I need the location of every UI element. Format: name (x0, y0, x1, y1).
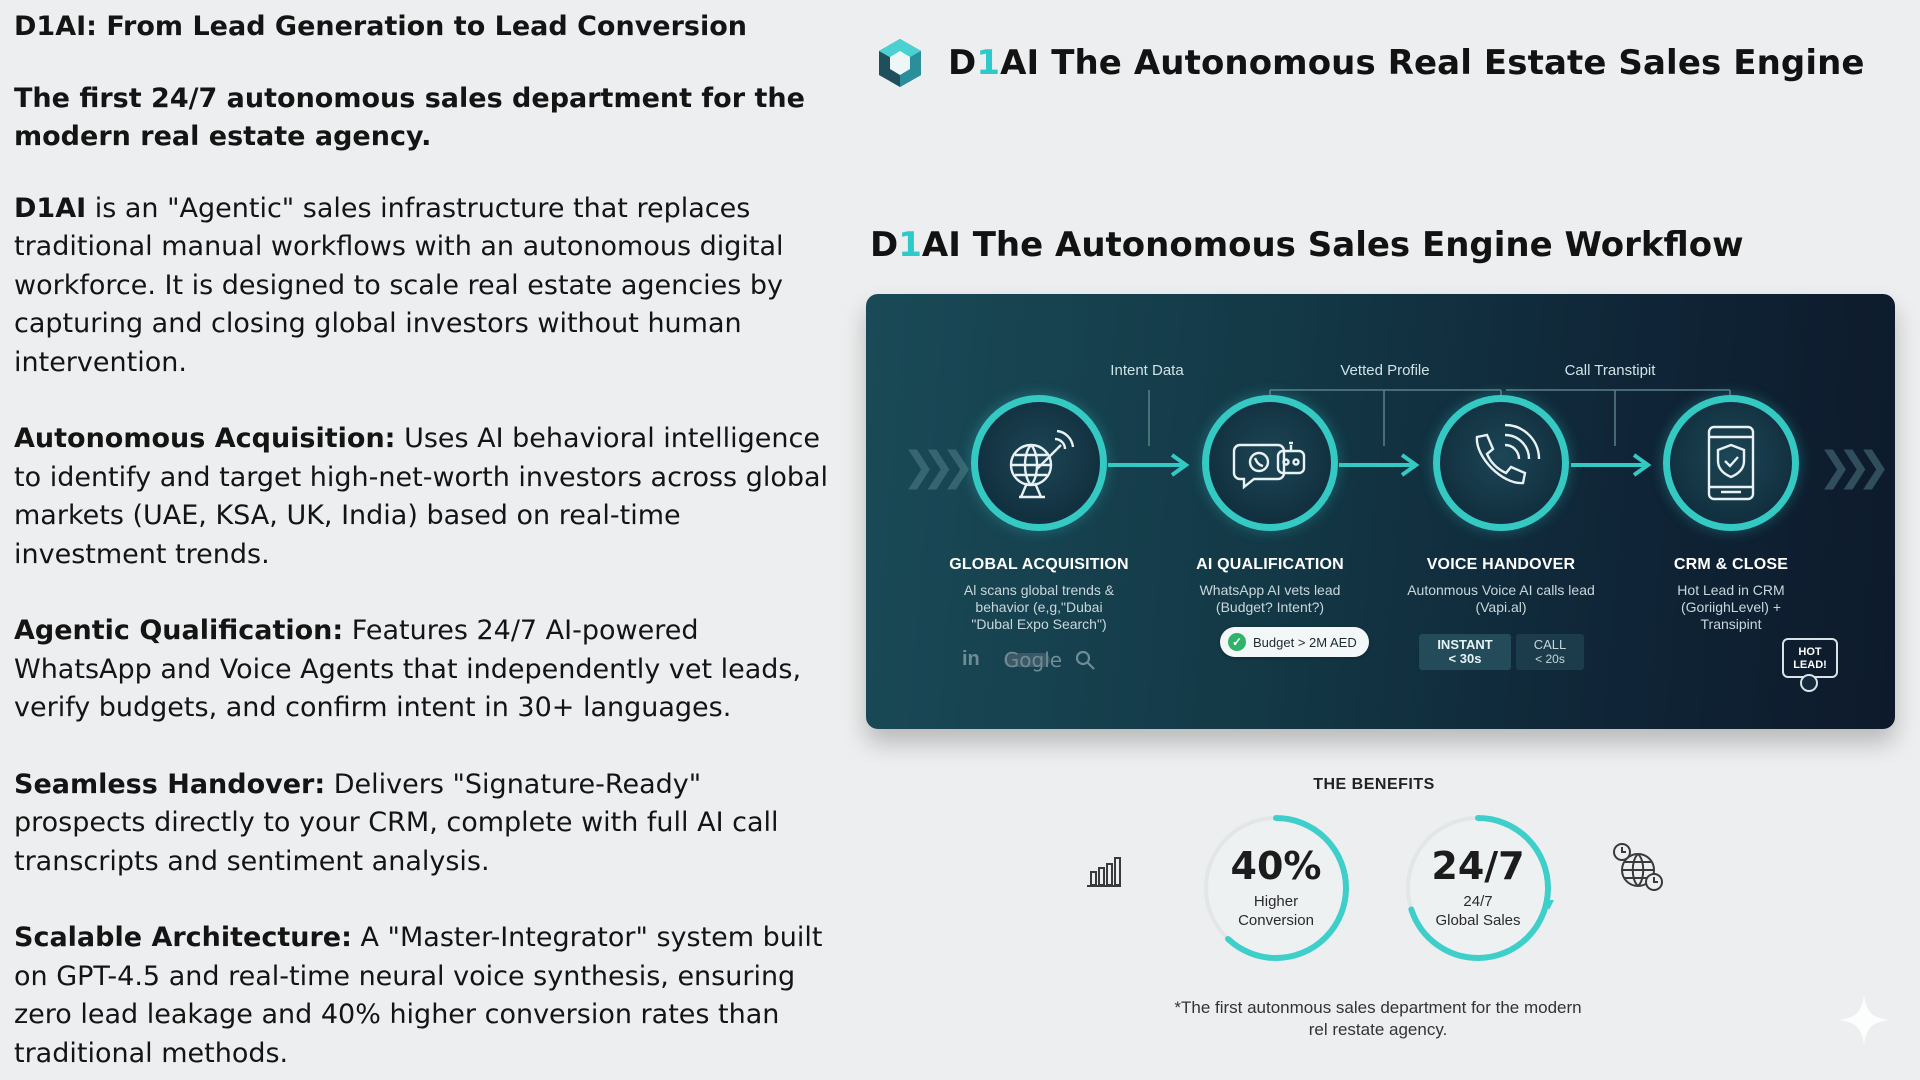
step-desc: Autonmous Voice AI calls lead (Vapi.al) (1407, 582, 1595, 615)
stat-ring (1405, 815, 1554, 961)
chevrons-right-icon: ❯❯❯ (1818, 444, 1890, 490)
stat-conversion: 40% Higher Conversion (1200, 812, 1352, 964)
intro-paragraph: D1AI is an "Agentic" sales infrastructur… (14, 190, 834, 383)
benefits-label: THE BENEFITS (1313, 776, 1435, 793)
stat-ring (1203, 815, 1349, 961)
intro-bold: D1AI (14, 192, 87, 224)
call-tag: CALL < 20s (1516, 634, 1584, 670)
acquisition-sources: in Gogle (962, 648, 1096, 671)
left-text-column: D1AI: From Lead Generation to Lead Conve… (14, 8, 834, 1080)
chevrons-left-icon: ❯❯❯ (902, 444, 974, 490)
section-text: A "Master-Integrator" system built on GP… (14, 922, 823, 1069)
brand-title: D1AI The Autonomous Real Estate Sales En… (948, 43, 1865, 83)
section-text: Features 24/7 AI-powered WhatsApp and Vo… (14, 615, 802, 723)
workflow-panel: ❯❯❯ ❯❯❯ Intent Data Vetted Profile Call … (866, 294, 1895, 729)
stat-global-sales: 24/7 24/7 Global Sales (1402, 812, 1554, 964)
tagline: The first 24/7 autonomous sales departme… (14, 82, 805, 153)
chat-bot-icon (1232, 441, 1306, 490)
step-desc: Al scans global trends & behavior (e,g,"… (963, 582, 1115, 632)
sparkle-icon (1838, 994, 1890, 1046)
section-handover: Seamless Handover: Delivers "Signature-R… (14, 766, 834, 882)
phone-icon (1800, 674, 1818, 692)
section-acquisition: Autonomous Acquisition: Uses AI behavior… (14, 420, 834, 574)
hexagon-cube-logo-icon (879, 39, 921, 87)
step-qualification-circle (1202, 395, 1338, 531)
intro-text: is an "Agentic" sales infrastructure tha… (14, 192, 784, 378)
step-title: CRM & CLOSE (1673, 556, 1789, 573)
step-desc: Hot Lead in CRM (GoriighLevel) + Transip… (1677, 582, 1785, 632)
section-text: Uses AI behavioral intelligence to ident… (14, 423, 829, 570)
section-qualification: Agentic Qualification: Features 24/7 AI-… (14, 612, 834, 728)
satellite-dish-icon (1009, 429, 1075, 499)
search-icon (1075, 650, 1095, 670)
step-voice-circle (1433, 395, 1569, 531)
connector-label: Intent Data (1110, 362, 1184, 379)
stat-value: 24/7 (1431, 844, 1525, 888)
section-heading: Autonomous Acquisition: (14, 423, 396, 454)
connector-label: Vetted Profile (1340, 362, 1430, 379)
step-title: GLOBAL ACQUISITION (949, 556, 1129, 573)
step-crm-circle (1663, 395, 1799, 531)
hot-lead-badge: HOT LEAD! (1782, 638, 1838, 678)
check-icon: ✓ (1228, 633, 1246, 651)
section-text: Delivers "Signature-Ready" prospects dir… (14, 768, 779, 877)
connector-label: Call Transtipit (1564, 362, 1656, 379)
budget-badge: ✓ Budget > 2M AED (1220, 627, 1369, 657)
google-icon: Gogle (1003, 647, 1063, 672)
linkedin-icon: in (962, 648, 980, 670)
shield-tablet-icon (1707, 425, 1755, 501)
section-heading: Agentic Qualification: (14, 615, 344, 646)
brand-header: D1AI The Autonomous Real Estate Sales En… (874, 34, 1865, 92)
step-title: VOICE HANDOVER (1426, 556, 1576, 573)
step-acquisition-circle (971, 395, 1107, 531)
stat-value: 40% (1230, 844, 1322, 888)
stat-caption: Higher Conversion (1238, 893, 1314, 929)
bar-chart-icon (1087, 857, 1121, 887)
step-title: AI QUALIFICATION (1196, 556, 1344, 573)
footnote: *The first autonmous sales department fo… (1174, 998, 1582, 1039)
step-desc: WhatsApp AI vets lead (Budget? Intent?) (1199, 582, 1341, 615)
section-heading: Scalable Architecture: (14, 922, 352, 953)
section-architecture: Scalable Architecture: A "Master-Integra… (14, 919, 834, 1073)
stat-caption: 24/7 Global Sales (1435, 893, 1521, 929)
globe-clock-icon (1613, 843, 1663, 891)
page-title: D1AI: From Lead Generation to Lead Conve… (14, 11, 748, 42)
phone-call-icon (1475, 423, 1541, 485)
budget-label: Budget > 2M AED (1253, 634, 1357, 650)
instant-tag: INSTANT < 30s (1419, 634, 1511, 670)
section-heading: Seamless Handover: (14, 768, 326, 800)
workflow-heading: D1AI The Autonomous Sales Engine Workflo… (870, 225, 1744, 265)
